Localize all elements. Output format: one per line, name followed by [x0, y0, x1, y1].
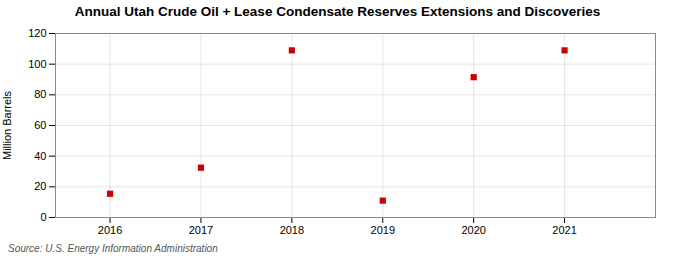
html-text:Source: U.S. Energy Informatio: Source: U.S. Energy Information Administ… — [8, 243, 218, 254]
svg-text:Million Barrels: Million Barrels — [1, 90, 13, 160]
svg-text:20: 20 — [34, 180, 46, 192]
html-text:Annual Utah Crude Oil + Lease: Annual Utah Crude Oil + Lease Condensate… — [74, 4, 601, 19]
svg-text:40: 40 — [34, 150, 46, 162]
svg-text:2016: 2016 — [98, 224, 122, 236]
svg-text:2020: 2020 — [461, 224, 485, 236]
svg-text:60: 60 — [34, 119, 46, 131]
svg-text:80: 80 — [34, 88, 46, 100]
svg-text:2018: 2018 — [280, 224, 304, 236]
svg-text:120: 120 — [28, 27, 46, 39]
svg-text:2019: 2019 — [371, 224, 395, 236]
svg-text:2021: 2021 — [552, 224, 576, 236]
svg-text:100: 100 — [28, 58, 46, 70]
svg-text:2017: 2017 — [189, 224, 213, 236]
svg-text:0: 0 — [40, 211, 46, 223]
